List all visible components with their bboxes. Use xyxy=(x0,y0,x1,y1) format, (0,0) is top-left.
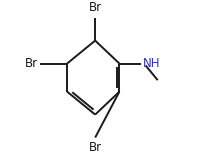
Text: Br: Br xyxy=(25,57,38,70)
Text: Br: Br xyxy=(89,1,102,14)
Text: NH: NH xyxy=(143,57,161,70)
Text: Br: Br xyxy=(89,141,102,154)
